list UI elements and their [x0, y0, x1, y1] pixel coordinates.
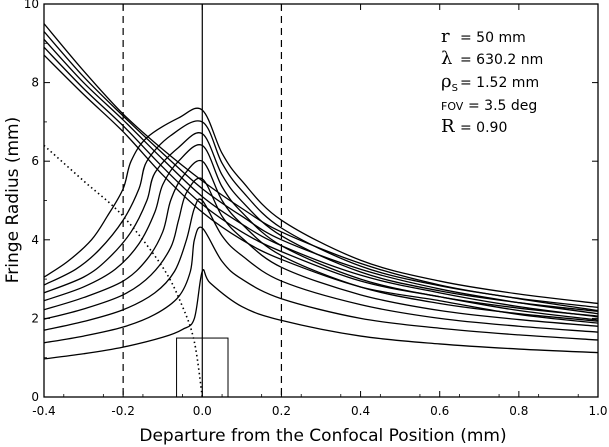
param-symbol-3: FOV [441, 100, 464, 113]
y-tick-label-4: 8 [31, 76, 39, 90]
y-tick-label-3: 6 [31, 154, 39, 168]
x-tick-label-2: 0.0 [193, 404, 212, 418]
x-tick-label-5: 0.6 [430, 404, 449, 418]
x-tick-label-1: -0.2 [111, 404, 134, 418]
series-line-8 [44, 107, 598, 305]
y-tick-label-1: 2 [31, 311, 39, 325]
param-symbol-1: λ [441, 48, 452, 69]
series-line-12 [44, 46, 598, 321]
param-value-4: = 0.90 [460, 120, 507, 136]
series-line-0 [44, 269, 598, 360]
param-symbol-glyph: λ [441, 48, 452, 69]
x-tick-label-7: 1.0 [588, 404, 607, 418]
series-line-1 [44, 226, 598, 344]
param-value-1: = 630.2 nm [460, 52, 543, 68]
dotted-series-line-14 [44, 144, 204, 397]
param-symbol-glyph: ρ [441, 71, 452, 92]
param-symbol-0: r [441, 26, 450, 47]
x-axis-ticks: -0.4 -0.2 0.0 0.2 0.4 0.6 0.8 1.0 [32, 4, 608, 418]
param-subscript: S [452, 83, 458, 94]
y-axis-label: Fringe Radius (mm) [3, 117, 23, 283]
y-tick-label-5: 10 [24, 0, 39, 11]
param-value-3: = 3.5 deg [468, 98, 537, 114]
series-line-7 [44, 120, 598, 309]
series-line-13 [44, 54, 598, 324]
series-line-9 [44, 23, 598, 312]
y-tick-label-0: 0 [31, 390, 39, 404]
param-symbol-glyph: r [441, 26, 450, 47]
param-symbol-glyph: R [441, 116, 455, 137]
series-line-6 [44, 132, 598, 312]
param-symbol-2: ρS [441, 71, 458, 94]
param-value-2: = 1.52 mm [460, 75, 539, 91]
x-tick-label-6: 0.8 [509, 404, 528, 418]
param-value-0: = 50 mm [460, 30, 526, 46]
param-symbol-4: R [441, 116, 455, 137]
y-tick-label-2: 4 [31, 233, 39, 247]
y-axis-ticks: 0 2 4 6 8 10 [24, 0, 598, 404]
series-line-2 [44, 198, 598, 333]
x-tick-label-0: -0.4 [32, 404, 55, 418]
series-group [44, 23, 598, 397]
x-tick-label-4: 0.4 [351, 404, 370, 418]
x-tick-label-3: 0.2 [272, 404, 291, 418]
series-line-4 [44, 159, 598, 322]
x-axis-label: Departure from the Confocal Position (mm… [139, 426, 506, 446]
series-line-11 [44, 38, 598, 318]
series-line-10 [44, 31, 598, 315]
